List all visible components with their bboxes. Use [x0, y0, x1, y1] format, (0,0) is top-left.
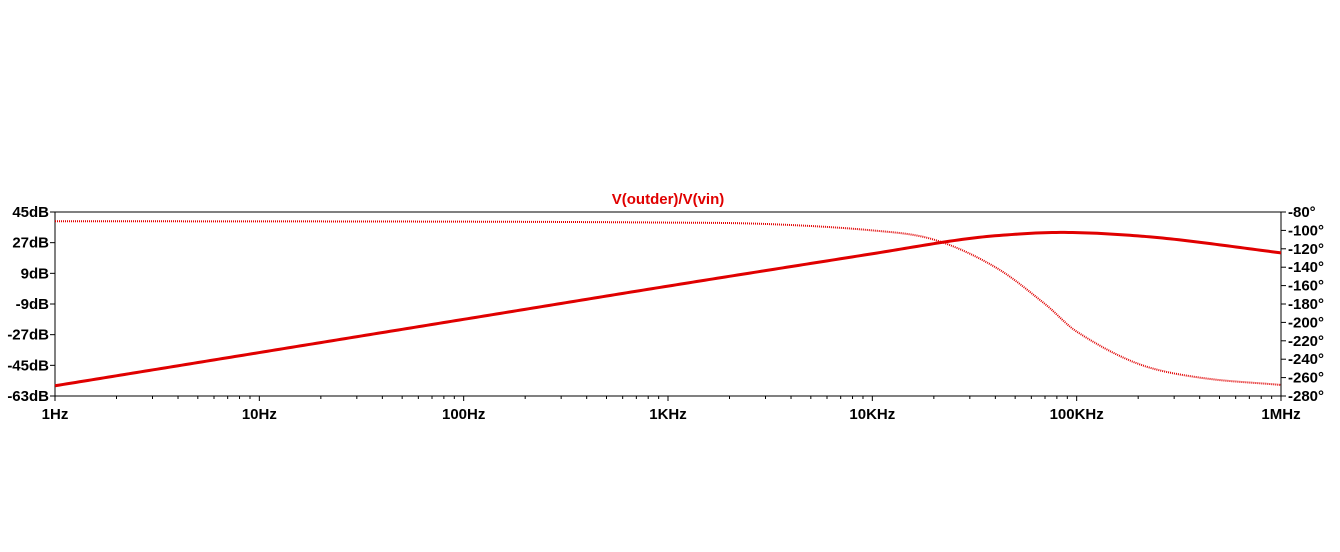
y-right-tick-label: -80° — [1288, 204, 1316, 221]
y-left-tick-label: 45dB — [12, 204, 49, 221]
y-left-tick-label: 27dB — [12, 235, 49, 252]
y-right-tick-label: -200° — [1288, 314, 1324, 331]
y-right-tick-label: -140° — [1288, 259, 1324, 276]
phase-curve — [55, 220, 1282, 386]
magnitude-curve — [54, 230, 1282, 388]
y-left-tick-label: -27dB — [7, 327, 49, 344]
x-tick-label: 1Hz — [42, 406, 69, 423]
y-left-tick-label: -45dB — [7, 357, 49, 374]
y-axis-left: 45dB 27dB 9dB -9dB -27dB -45dB -63dB — [7, 204, 55, 405]
x-tick-label: 10Hz — [242, 406, 277, 423]
y-right-tick-label: -160° — [1288, 278, 1324, 295]
y-right-tick-label: -100° — [1288, 222, 1324, 239]
y-right-tick-label: -280° — [1288, 388, 1324, 405]
y-left-tick-label: -63dB — [7, 388, 49, 405]
y-left-tick-label: 9dB — [21, 265, 50, 282]
y-right-tick-label: -240° — [1288, 351, 1324, 368]
y-axis-right: -80°-100°-120°-140°-160°-180°-200°-220°-… — [1281, 204, 1324, 405]
x-tick-label: 1KHz — [649, 406, 687, 423]
x-tick-label: 100KHz — [1050, 406, 1104, 423]
y-right-tick-label: -260° — [1288, 370, 1324, 387]
y-right-tick-label: -220° — [1288, 333, 1324, 350]
plot-frame — [54, 211, 1282, 397]
y-right-tick-label: -120° — [1288, 241, 1324, 258]
chart-title: V(outder)/V(vin) — [612, 191, 725, 208]
x-tick-label: 100Hz — [442, 406, 485, 423]
y-left-tick-label: -9dB — [16, 296, 50, 313]
x-axis: 1Hz 10Hz 100Hz 1KHz 10KHz 100KHz 1MHz — [42, 396, 1301, 423]
series-group — [54, 220, 1282, 388]
x-tick-label: 1MHz — [1261, 406, 1300, 423]
y-right-tick-label: -180° — [1288, 296, 1324, 313]
x-tick-label: 10KHz — [849, 406, 895, 423]
